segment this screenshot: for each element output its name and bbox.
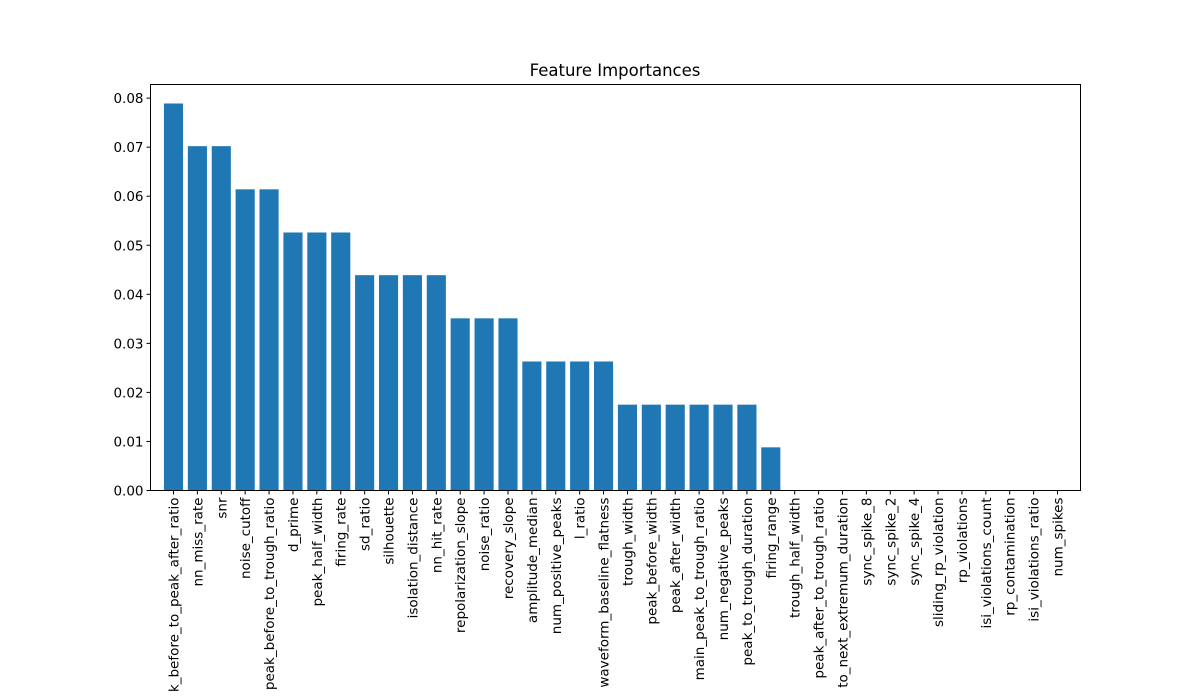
- bar: [713, 404, 733, 491]
- x-tick-label: trough_half_width: [788, 498, 804, 619]
- bar: [211, 146, 231, 491]
- bar: [617, 404, 638, 491]
- x-tick-label: recovery_slope: [501, 498, 517, 600]
- x-tick-label: k_before_to_peak_after_ratio: [167, 498, 183, 693]
- bar: [378, 275, 399, 491]
- bar: [498, 318, 518, 491]
- x-tick-label: peak_to_trough_duration: [740, 498, 756, 666]
- bar: [665, 404, 685, 491]
- x-tick-label: firing_rate: [334, 498, 350, 567]
- x-tick-label: repolarization_slope: [453, 498, 469, 634]
- x-tick-label: sync_spike_8: [859, 498, 875, 586]
- y-tick-label: 0.06: [113, 189, 143, 205]
- y-tick-label: 0.00: [113, 484, 143, 500]
- bar: [546, 361, 566, 491]
- bar: [761, 447, 781, 491]
- x-tick-label: waveform_baseline_flatness: [597, 498, 613, 688]
- bar: [570, 361, 590, 491]
- x-tick-label: isolation_distance: [405, 498, 421, 619]
- x-tick-label: peak_after_width: [668, 498, 684, 614]
- x-tick-label: d_prime: [286, 498, 302, 553]
- bar: [307, 232, 327, 491]
- x-tick-label: snr: [214, 497, 230, 519]
- y-tick-label: 0.03: [113, 336, 143, 352]
- x-tick-label: sync_spike_4: [907, 498, 923, 586]
- y-tick-label: 0.08: [113, 91, 143, 107]
- bar: [235, 189, 255, 491]
- x-tick-label: peak_half_width: [310, 498, 326, 607]
- bar: [689, 404, 709, 491]
- bar: [522, 361, 542, 491]
- bar: [187, 146, 207, 491]
- x-tick-label: trough_width: [620, 498, 636, 586]
- x-tick-label: peak_before_to_trough_ratio: [262, 498, 278, 691]
- x-tick-label: noise_ratio: [477, 498, 493, 572]
- x-tick-label: amplitude_median: [525, 498, 541, 624]
- bar: [450, 318, 470, 491]
- x-tick-label: main_peak_to_trough_ratio: [692, 498, 708, 681]
- bar: [593, 361, 614, 491]
- x-tick-label: nn_hit_rate: [429, 498, 445, 574]
- x-tick-label: peak_before_width: [644, 498, 660, 625]
- x-tick-label: peak_after_to_trough_ratio: [812, 498, 828, 679]
- y-tick-label: 0.01: [113, 434, 143, 450]
- x-tick-label: rp_violations: [955, 498, 971, 584]
- x-tick-label: to_next_extremum_duration: [835, 498, 851, 688]
- bar: [163, 103, 184, 491]
- x-tick-label: l_ratio: [573, 498, 589, 540]
- bar: [641, 404, 661, 491]
- y-tick-label: 0.04: [113, 287, 143, 303]
- x-axis: k_before_to_peak_after_ratio nn_miss_rate…: [167, 490, 1067, 693]
- x-tick-label: isi_violations_count: [979, 498, 995, 629]
- bar: [474, 318, 494, 491]
- x-tick-label: num_positive_peaks: [549, 498, 565, 635]
- bars: [163, 103, 781, 491]
- y-tick-label: 0.05: [113, 238, 143, 254]
- x-tick-label: noise_cutoff: [238, 497, 254, 579]
- bar: [426, 275, 446, 491]
- x-tick-label: num_spikes: [1051, 498, 1067, 577]
- y-tick-label: 0.02: [113, 385, 143, 401]
- x-tick-label: silhouette: [382, 498, 398, 565]
- plot-frame: [150, 84, 1081, 491]
- chart-title: Feature Importances: [530, 61, 701, 80]
- x-tick-label: firing_range: [764, 498, 780, 579]
- x-tick-label: sliding_rp_violation: [931, 498, 947, 627]
- bar: [259, 189, 279, 491]
- bar: [737, 404, 757, 491]
- x-tick-label: rp_contamination: [1003, 498, 1019, 616]
- bar: [283, 232, 303, 491]
- bar: [402, 275, 422, 491]
- x-tick-label: nn_miss_rate: [190, 498, 206, 587]
- x-tick-label: sd_ratio: [358, 498, 374, 551]
- bar: [331, 232, 351, 491]
- bar: [355, 275, 375, 491]
- y-tick-label: 0.07: [113, 140, 143, 156]
- x-tick-label: isi_violations_ratio: [1027, 498, 1043, 622]
- x-tick-label: num_negative_peaks: [716, 498, 732, 641]
- x-tick-label: sync_spike_2: [883, 498, 899, 586]
- y-axis: 0.00 0.01 0.02 0.03 0.04 0.05 0.06 0.07 0.08: [113, 91, 151, 500]
